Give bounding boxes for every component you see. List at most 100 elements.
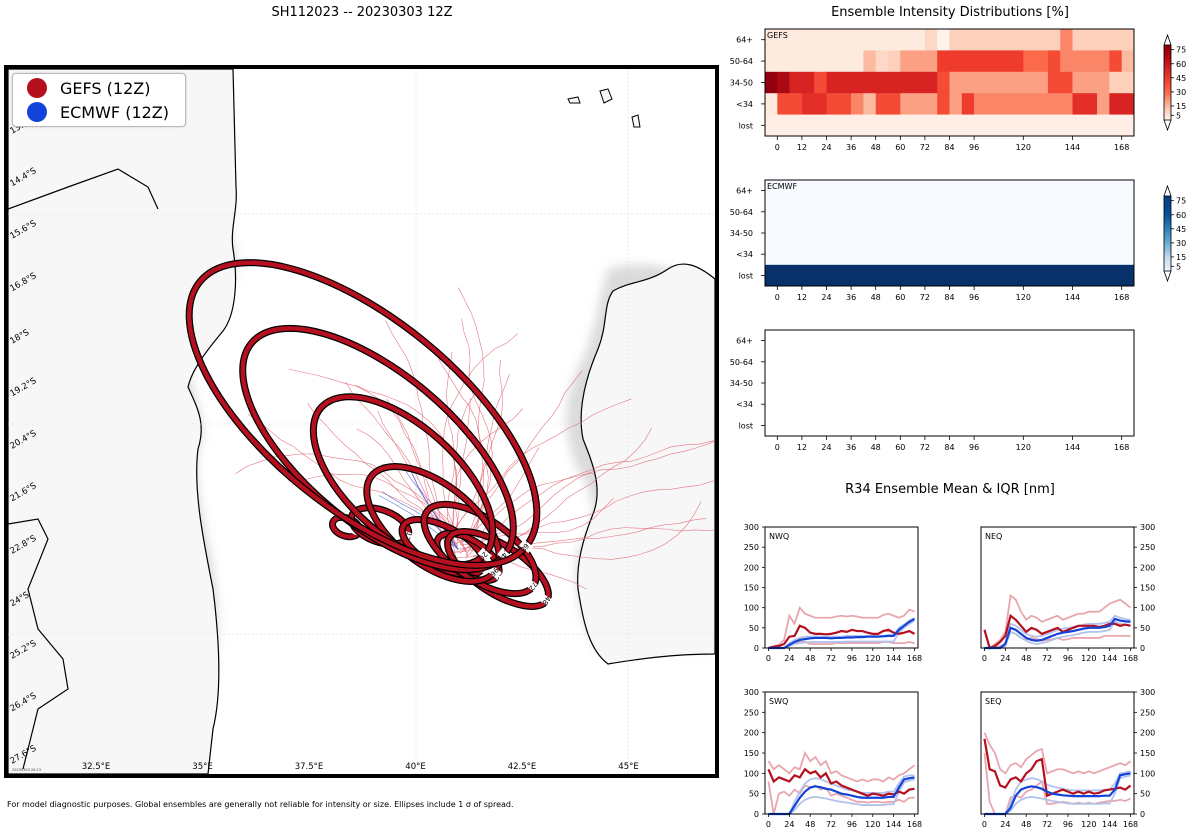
colorbar-segment <box>1164 58 1171 61</box>
heatmap-x-label: 96 <box>969 143 979 152</box>
heatmap-x-label: 72 <box>920 143 930 152</box>
r34-series-line <box>768 778 915 815</box>
colorbar-segment <box>1164 256 1171 259</box>
heatmap-panel-label: ECMWF <box>767 182 797 191</box>
footer-note: For model diagnostic purposes. Global en… <box>7 800 514 809</box>
colorbar-segment <box>1164 231 1171 234</box>
heatmap-ecmwf: 64+ 50-64 34-50 <34 lost 0 12 24 36 48 60 72 84 96 120… <box>730 179 1135 302</box>
colorbar-segment <box>1164 222 1171 225</box>
heatmap-cell <box>789 71 815 94</box>
r34-series-line <box>767 750 916 783</box>
colorbar-segment <box>1164 80 1171 83</box>
r34-quadrant-label: SEQ <box>985 697 1001 706</box>
heatmap-cell <box>1060 50 1110 73</box>
colorbar-segment <box>1164 242 1171 246</box>
lon-label: 35°E <box>192 762 212 772</box>
map-stamp: 20230303 20:13 <box>12 768 41 772</box>
ecmwf-marker-icon <box>27 102 47 122</box>
heatmap-row-label: 34-50 <box>730 379 753 388</box>
r34-x-label: 96 <box>847 654 857 663</box>
heatmap-row-label: lost <box>739 421 753 430</box>
r34-x-label: 48 <box>1021 820 1031 829</box>
heatmap-x-label: 84 <box>944 293 954 302</box>
colorbar-segment <box>1164 103 1171 106</box>
colorbar-segment <box>1164 257 1171 261</box>
heatmap-cell <box>949 71 1049 94</box>
ellipse-label: 48 <box>540 594 552 606</box>
r34-series-line <box>983 613 1131 650</box>
heatmap-row-label: 34-50 <box>730 79 753 88</box>
colorbar-segment <box>1164 237 1171 240</box>
heatmap-cell <box>765 114 1135 137</box>
r34-panel-seq: 0 50 100 150 200 250 300 0 24 48 72 96 120 144 168 SEQ <box>980 688 1155 829</box>
colorbar-segment <box>1164 54 1171 57</box>
heatmap-x-label: 144 <box>1065 143 1080 152</box>
r34-y-label: 200 <box>1140 563 1155 572</box>
heatmap-x-label: 72 <box>920 443 930 452</box>
heatmap-cell <box>863 93 876 115</box>
track-map-svg: 0122436487296120144168 13.2°S14.4°S15.6°… <box>8 69 715 774</box>
r34-y-label: 200 <box>1140 729 1155 738</box>
r34-panel-neq: 0 50 100 150 200 250 300 0 24 48 72 96 120 144 168 NEQ <box>980 523 1155 663</box>
r34-x-label: 48 <box>805 820 815 829</box>
colorbar-segment <box>1164 263 1171 266</box>
heatmap-x-label: 36 <box>846 443 856 452</box>
colorbar-segment <box>1164 254 1171 257</box>
r34-x-label: 48 <box>805 654 815 663</box>
r34-x-label: 48 <box>1021 654 1031 663</box>
colorbar-segment <box>1164 248 1171 251</box>
r34-x-label: 24 <box>1000 820 1010 829</box>
heatmap-cell <box>1060 29 1073 51</box>
heatmap-gefs: 64+ 50-64 34-50 <34 lost 0 12 24 36 48 60 72 84 96 120… <box>730 28 1135 152</box>
spread-ellipses: 0122436487296120144168 <box>185 259 554 610</box>
r34-y-label: 200 <box>744 563 759 572</box>
colorbar-segment <box>1164 78 1171 82</box>
r34-y-label: 150 <box>1140 584 1155 593</box>
colorbar-segment <box>1164 60 1171 63</box>
colorbar-segment <box>1164 239 1171 242</box>
heatmap-x-label: 0 <box>775 293 780 302</box>
heatmap-x-label: 36 <box>846 143 856 152</box>
r34-y-label: 250 <box>744 543 759 552</box>
r34-series-line <box>768 617 916 650</box>
heatmap-row-label: 64+ <box>736 337 753 346</box>
colorbar-segment <box>1164 48 1171 52</box>
heatmap-x-label: 48 <box>871 293 881 302</box>
colorbar-segment <box>1164 241 1171 244</box>
r34-quadrant-label: SWQ <box>769 697 788 706</box>
heatmap-x-label: 120 <box>1016 143 1031 152</box>
spread-ellipse: 144 <box>239 324 517 574</box>
colorbar-segment <box>1164 235 1171 238</box>
heatmap-cell <box>875 50 889 73</box>
colorbar-segment <box>1164 56 1171 59</box>
heatmap-cell <box>937 50 1024 73</box>
r34-x-label: 120 <box>865 820 880 829</box>
r34-x-label: 0 <box>982 654 987 663</box>
ellipse-label-bg <box>539 593 554 608</box>
colorbar-segment <box>1164 116 1171 119</box>
heatmap-cell <box>974 93 1073 115</box>
colorbar-segment <box>1164 82 1171 85</box>
heatmap-cell <box>1047 50 1061 73</box>
heatmap-cell <box>900 93 938 115</box>
heatmap-x-label: 24 <box>821 443 831 452</box>
colorbar-segment <box>1164 265 1171 268</box>
r34-x-label: 96 <box>847 820 857 829</box>
r34-x-label: 72 <box>826 820 836 829</box>
colorbar-segment <box>1164 46 1171 50</box>
r34-panel-swq: 0 50 100 150 200 250 300 0 24 48 72 96 120 144 168 SWQ <box>744 688 922 829</box>
heatmap-cell <box>949 93 963 115</box>
gefs-track <box>247 414 458 546</box>
heatmap-cell <box>875 93 901 115</box>
heatmap-cell <box>765 243 1135 266</box>
r34-y-label: 0 <box>754 810 759 819</box>
r34-quadrant-label: NEQ <box>985 532 1002 541</box>
colorbar-label: 60 <box>1176 211 1186 220</box>
r34-x-label: 96 <box>1063 654 1073 663</box>
colorbar-segment <box>1164 214 1171 218</box>
colorbar-label: 15 <box>1176 253 1186 262</box>
heatmap-row-label: 64+ <box>736 36 753 45</box>
heatmap-x-label: 168 <box>1114 143 1129 152</box>
heatmap-x-label: 12 <box>797 443 807 452</box>
heatmap-x-label: 36 <box>846 293 856 302</box>
